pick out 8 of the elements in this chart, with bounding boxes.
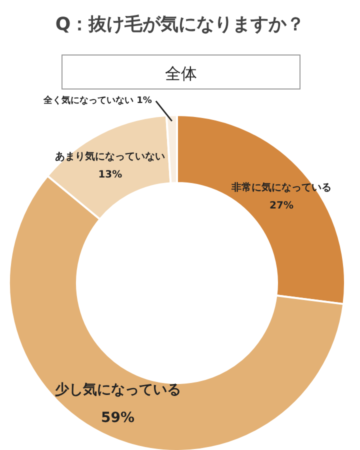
chart-title: Q：抜け毛が気になりますか？	[55, 14, 305, 35]
chart-subtitle: 全体	[165, 64, 197, 83]
slice-label: 全く気になっていない 1%	[42, 95, 152, 106]
data-label: 13%	[98, 170, 122, 181]
slice-label: あまり気になっていない	[55, 150, 166, 163]
slice-label: 少し気になっている	[54, 382, 181, 398]
data-label: 59%	[101, 410, 135, 426]
data-label: 27%	[270, 200, 294, 212]
